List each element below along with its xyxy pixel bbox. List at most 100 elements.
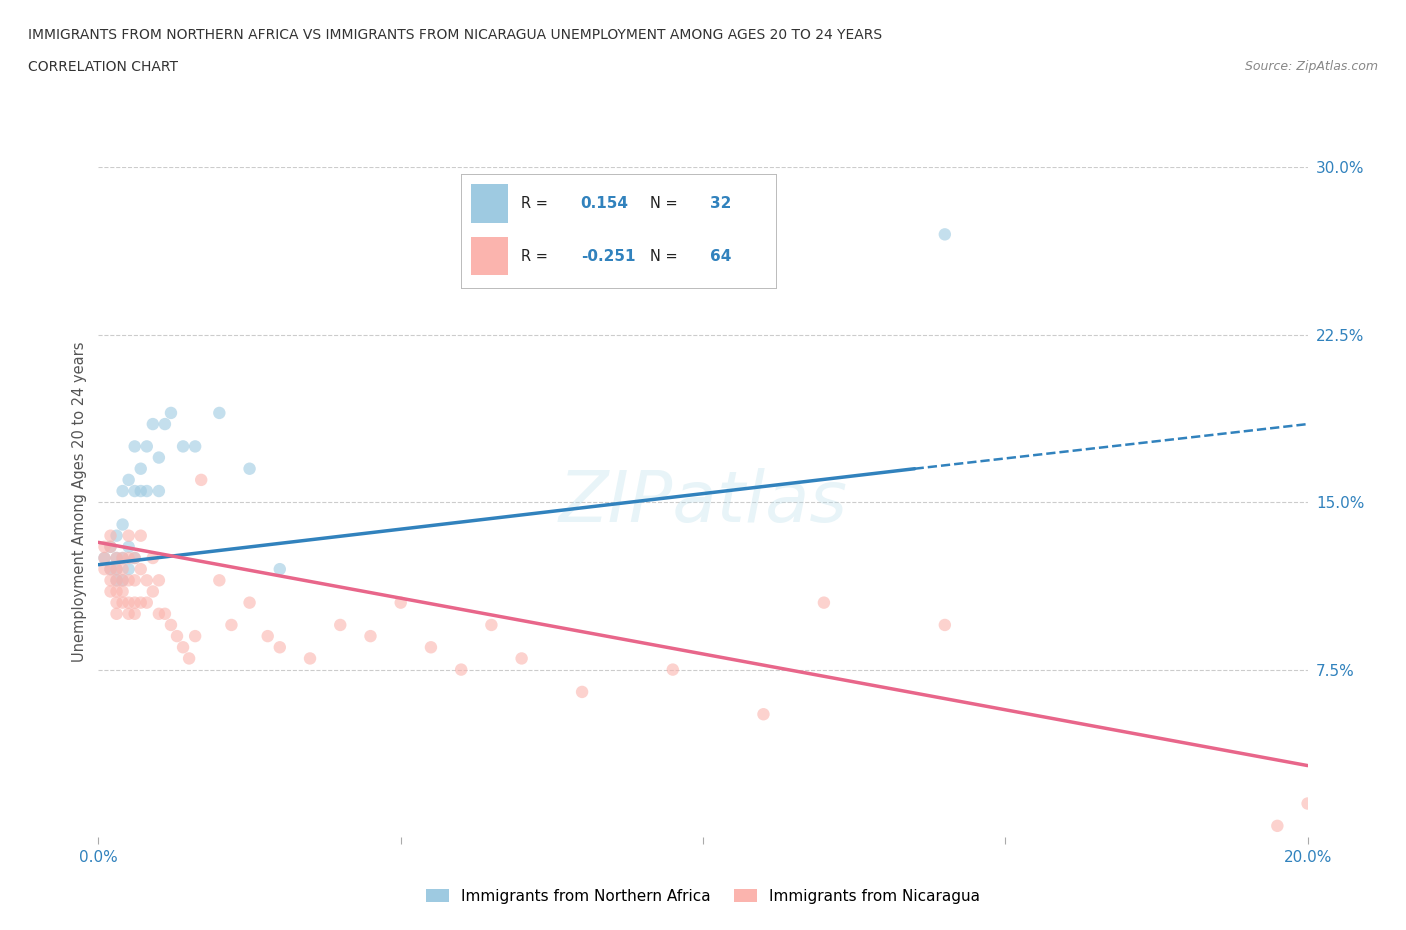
Point (105, 584, 128, 599)
Point (118, 595, 141, 610)
Point (166, 629, 188, 644)
Point (934, 618, 956, 632)
Point (299, 651, 322, 666)
Point (172, 640, 194, 655)
Point (419, 640, 441, 655)
Point (124, 595, 146, 610)
Point (142, 551, 165, 565)
Point (129, 562, 152, 577)
Point (93, 562, 115, 577)
Point (184, 629, 207, 644)
Point (93, 551, 115, 565)
Point (239, 595, 262, 610)
Point (111, 584, 134, 599)
Point (111, 573, 134, 588)
Point (934, 227, 956, 242)
Point (118, 562, 141, 577)
Text: IMMIGRANTS FROM NORTHERN AFRICA VS IMMIGRANTS FROM NICARAGUA UNEMPLOYMENT AMONG : IMMIGRANTS FROM NORTHERN AFRICA VS IMMIG… (28, 28, 882, 42)
Point (118, 551, 141, 565)
Point (135, 595, 157, 610)
Point (1296, 796, 1319, 811)
Point (124, 573, 146, 588)
Point (118, 472, 141, 487)
Text: ZIPatlas: ZIPatlas (558, 468, 848, 537)
Point (208, 405, 231, 420)
Point (184, 439, 207, 454)
Point (118, 539, 141, 554)
Point (111, 517, 134, 532)
Point (153, 606, 176, 621)
Point (129, 484, 152, 498)
Point (111, 551, 134, 565)
Point (148, 573, 170, 588)
Point (111, 484, 134, 498)
Point (172, 439, 194, 454)
Text: CORRELATION CHART: CORRELATION CHART (28, 60, 179, 74)
Point (190, 472, 212, 487)
Point (105, 606, 128, 621)
Point (105, 573, 128, 588)
Point (93, 551, 115, 565)
Point (135, 484, 157, 498)
Point (118, 528, 141, 543)
Point (105, 551, 128, 565)
Point (177, 651, 201, 666)
Point (148, 606, 170, 621)
Point (160, 405, 183, 420)
Point (269, 562, 291, 577)
Point (105, 562, 128, 577)
Point (111, 562, 134, 577)
Point (661, 662, 683, 677)
Point (105, 595, 128, 610)
Point (129, 595, 152, 610)
Point (1265, 818, 1288, 833)
Point (360, 629, 382, 644)
Point (124, 439, 146, 454)
Point (100, 562, 122, 577)
Point (100, 539, 122, 554)
Point (100, 573, 122, 588)
Point (389, 595, 412, 610)
Point (111, 551, 134, 565)
Point (105, 562, 128, 577)
Point (124, 551, 146, 565)
Point (239, 461, 262, 476)
Point (100, 528, 122, 543)
Point (118, 606, 141, 621)
Point (571, 684, 593, 699)
Point (124, 606, 146, 621)
Legend: Immigrants from Northern Africa, Immigrants from Nicaragua: Immigrants from Northern Africa, Immigra… (420, 883, 986, 910)
Point (148, 450, 170, 465)
Point (105, 573, 128, 588)
Point (93, 539, 115, 554)
Point (221, 618, 243, 632)
Point (148, 484, 170, 498)
Text: Source: ZipAtlas.com: Source: ZipAtlas.com (1244, 60, 1378, 73)
Point (100, 539, 122, 554)
Point (153, 417, 176, 432)
Point (118, 573, 141, 588)
Point (329, 618, 352, 632)
Point (269, 640, 291, 655)
Point (111, 595, 134, 610)
Point (129, 461, 152, 476)
Point (135, 573, 157, 588)
Point (450, 662, 472, 677)
Point (111, 573, 134, 588)
Point (752, 707, 775, 722)
Point (135, 439, 157, 454)
Point (105, 528, 128, 543)
Point (160, 618, 183, 632)
Y-axis label: Unemployment Among Ages 20 to 24 years: Unemployment Among Ages 20 to 24 years (72, 342, 87, 662)
Point (124, 484, 146, 498)
Point (105, 551, 128, 565)
Point (100, 584, 122, 599)
Point (142, 584, 165, 599)
Point (510, 651, 533, 666)
Point (481, 618, 503, 632)
Point (129, 528, 152, 543)
Point (124, 551, 146, 565)
Point (142, 417, 165, 432)
Point (256, 629, 278, 644)
Point (208, 573, 231, 588)
